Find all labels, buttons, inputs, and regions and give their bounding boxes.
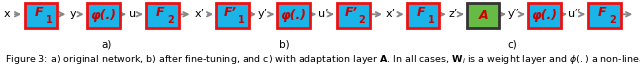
- Text: u’: u’: [318, 9, 329, 19]
- Text: y′′: y′′: [508, 9, 519, 19]
- Text: x’: x’: [195, 9, 205, 19]
- Text: 2: 2: [358, 15, 365, 25]
- Text: a): a): [102, 40, 112, 50]
- Text: u: u: [129, 9, 136, 19]
- Text: 1: 1: [237, 15, 244, 25]
- Bar: [216, 3, 249, 28]
- Text: F’: F’: [344, 6, 357, 19]
- Text: F’: F’: [223, 6, 237, 19]
- Bar: [528, 3, 561, 28]
- Text: F: F: [598, 6, 606, 19]
- Bar: [337, 3, 369, 28]
- Text: c): c): [508, 40, 517, 50]
- Text: F: F: [156, 6, 164, 19]
- Text: b): b): [278, 40, 289, 50]
- Bar: [588, 3, 621, 28]
- Text: F: F: [35, 6, 43, 19]
- Text: 2: 2: [168, 15, 174, 25]
- Bar: [87, 3, 120, 28]
- Text: y’: y’: [258, 9, 268, 19]
- Bar: [406, 3, 439, 28]
- Bar: [277, 3, 310, 28]
- Text: y: y: [69, 9, 76, 19]
- Text: φ(.): φ(.): [280, 9, 307, 22]
- Text: A: A: [478, 9, 488, 22]
- Text: φ(.): φ(.): [531, 9, 557, 22]
- Text: z’: z’: [448, 9, 458, 19]
- Text: x: x: [4, 9, 10, 19]
- Text: F: F: [417, 6, 425, 19]
- Text: 1: 1: [46, 15, 53, 25]
- Text: φ(.): φ(.): [90, 9, 116, 22]
- Text: Figure 3: a) original network, b) after fine-tuning, and c) with adaptation laye: Figure 3: a) original network, b) after …: [5, 53, 640, 66]
- Text: u′′: u′′: [568, 9, 580, 19]
- Bar: [467, 3, 499, 28]
- Bar: [146, 3, 179, 28]
- Text: 1: 1: [428, 15, 435, 25]
- Text: x’: x’: [386, 9, 396, 19]
- Text: 2: 2: [610, 15, 616, 25]
- Bar: [24, 3, 57, 28]
